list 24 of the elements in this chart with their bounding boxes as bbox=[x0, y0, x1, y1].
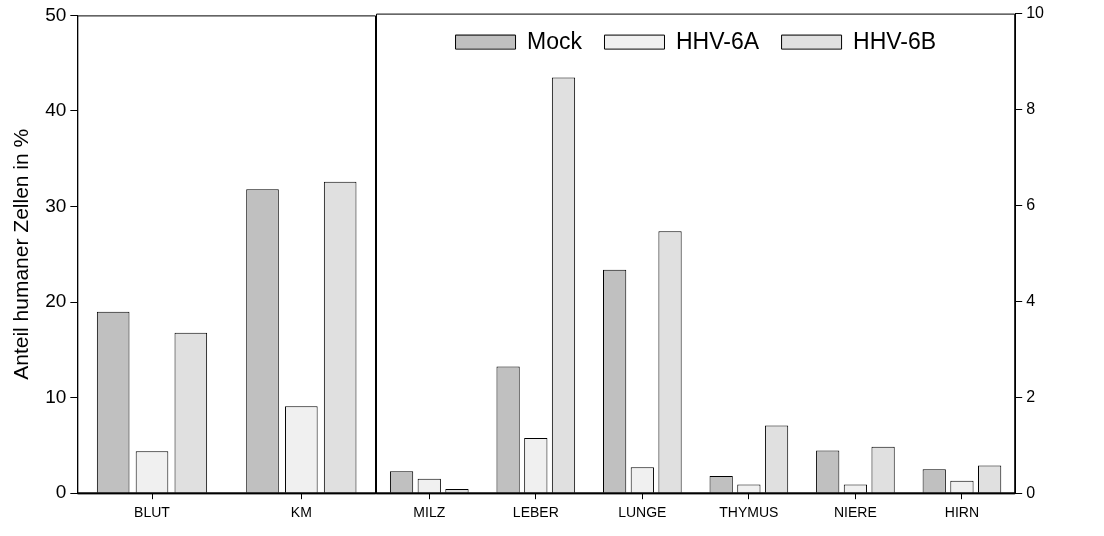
y-tick-label: 40 bbox=[45, 99, 67, 121]
legend-label: HHV-6A bbox=[675, 27, 760, 54]
x-tick-label: HIRN bbox=[944, 504, 980, 521]
x-tick-label: NIERE bbox=[834, 504, 877, 521]
x-tick-label: KM bbox=[290, 504, 312, 521]
legend-label: HHV-6B bbox=[853, 27, 937, 54]
y-tick-label: 0 bbox=[55, 481, 67, 503]
y-tick-label: 30 bbox=[45, 194, 67, 216]
x-tick-label: MILZ bbox=[413, 504, 446, 521]
y2-tick-label: 8 bbox=[1026, 99, 1036, 117]
y-tick-label: 20 bbox=[45, 290, 67, 312]
x-tick-label: THYMUS bbox=[719, 504, 779, 521]
y2-tick-label: 6 bbox=[1026, 195, 1036, 213]
y2-tick-label: 2 bbox=[1026, 387, 1036, 405]
y-tick-label: 50 bbox=[45, 3, 67, 25]
y2-tick-label: 10 bbox=[1026, 4, 1045, 22]
x-tick-label: LEBER bbox=[512, 504, 559, 521]
y-axis-title: Anteil humaner Zellen in % bbox=[9, 128, 33, 380]
y-tick-label: 10 bbox=[45, 385, 67, 407]
y2-tick-label: 4 bbox=[1026, 291, 1036, 309]
x-tick-label: BLUT bbox=[134, 504, 171, 521]
x-tick-label: LUNGE bbox=[618, 504, 667, 521]
y2-tick-label: 0 bbox=[1026, 483, 1036, 501]
legend-label: Mock bbox=[527, 27, 583, 54]
